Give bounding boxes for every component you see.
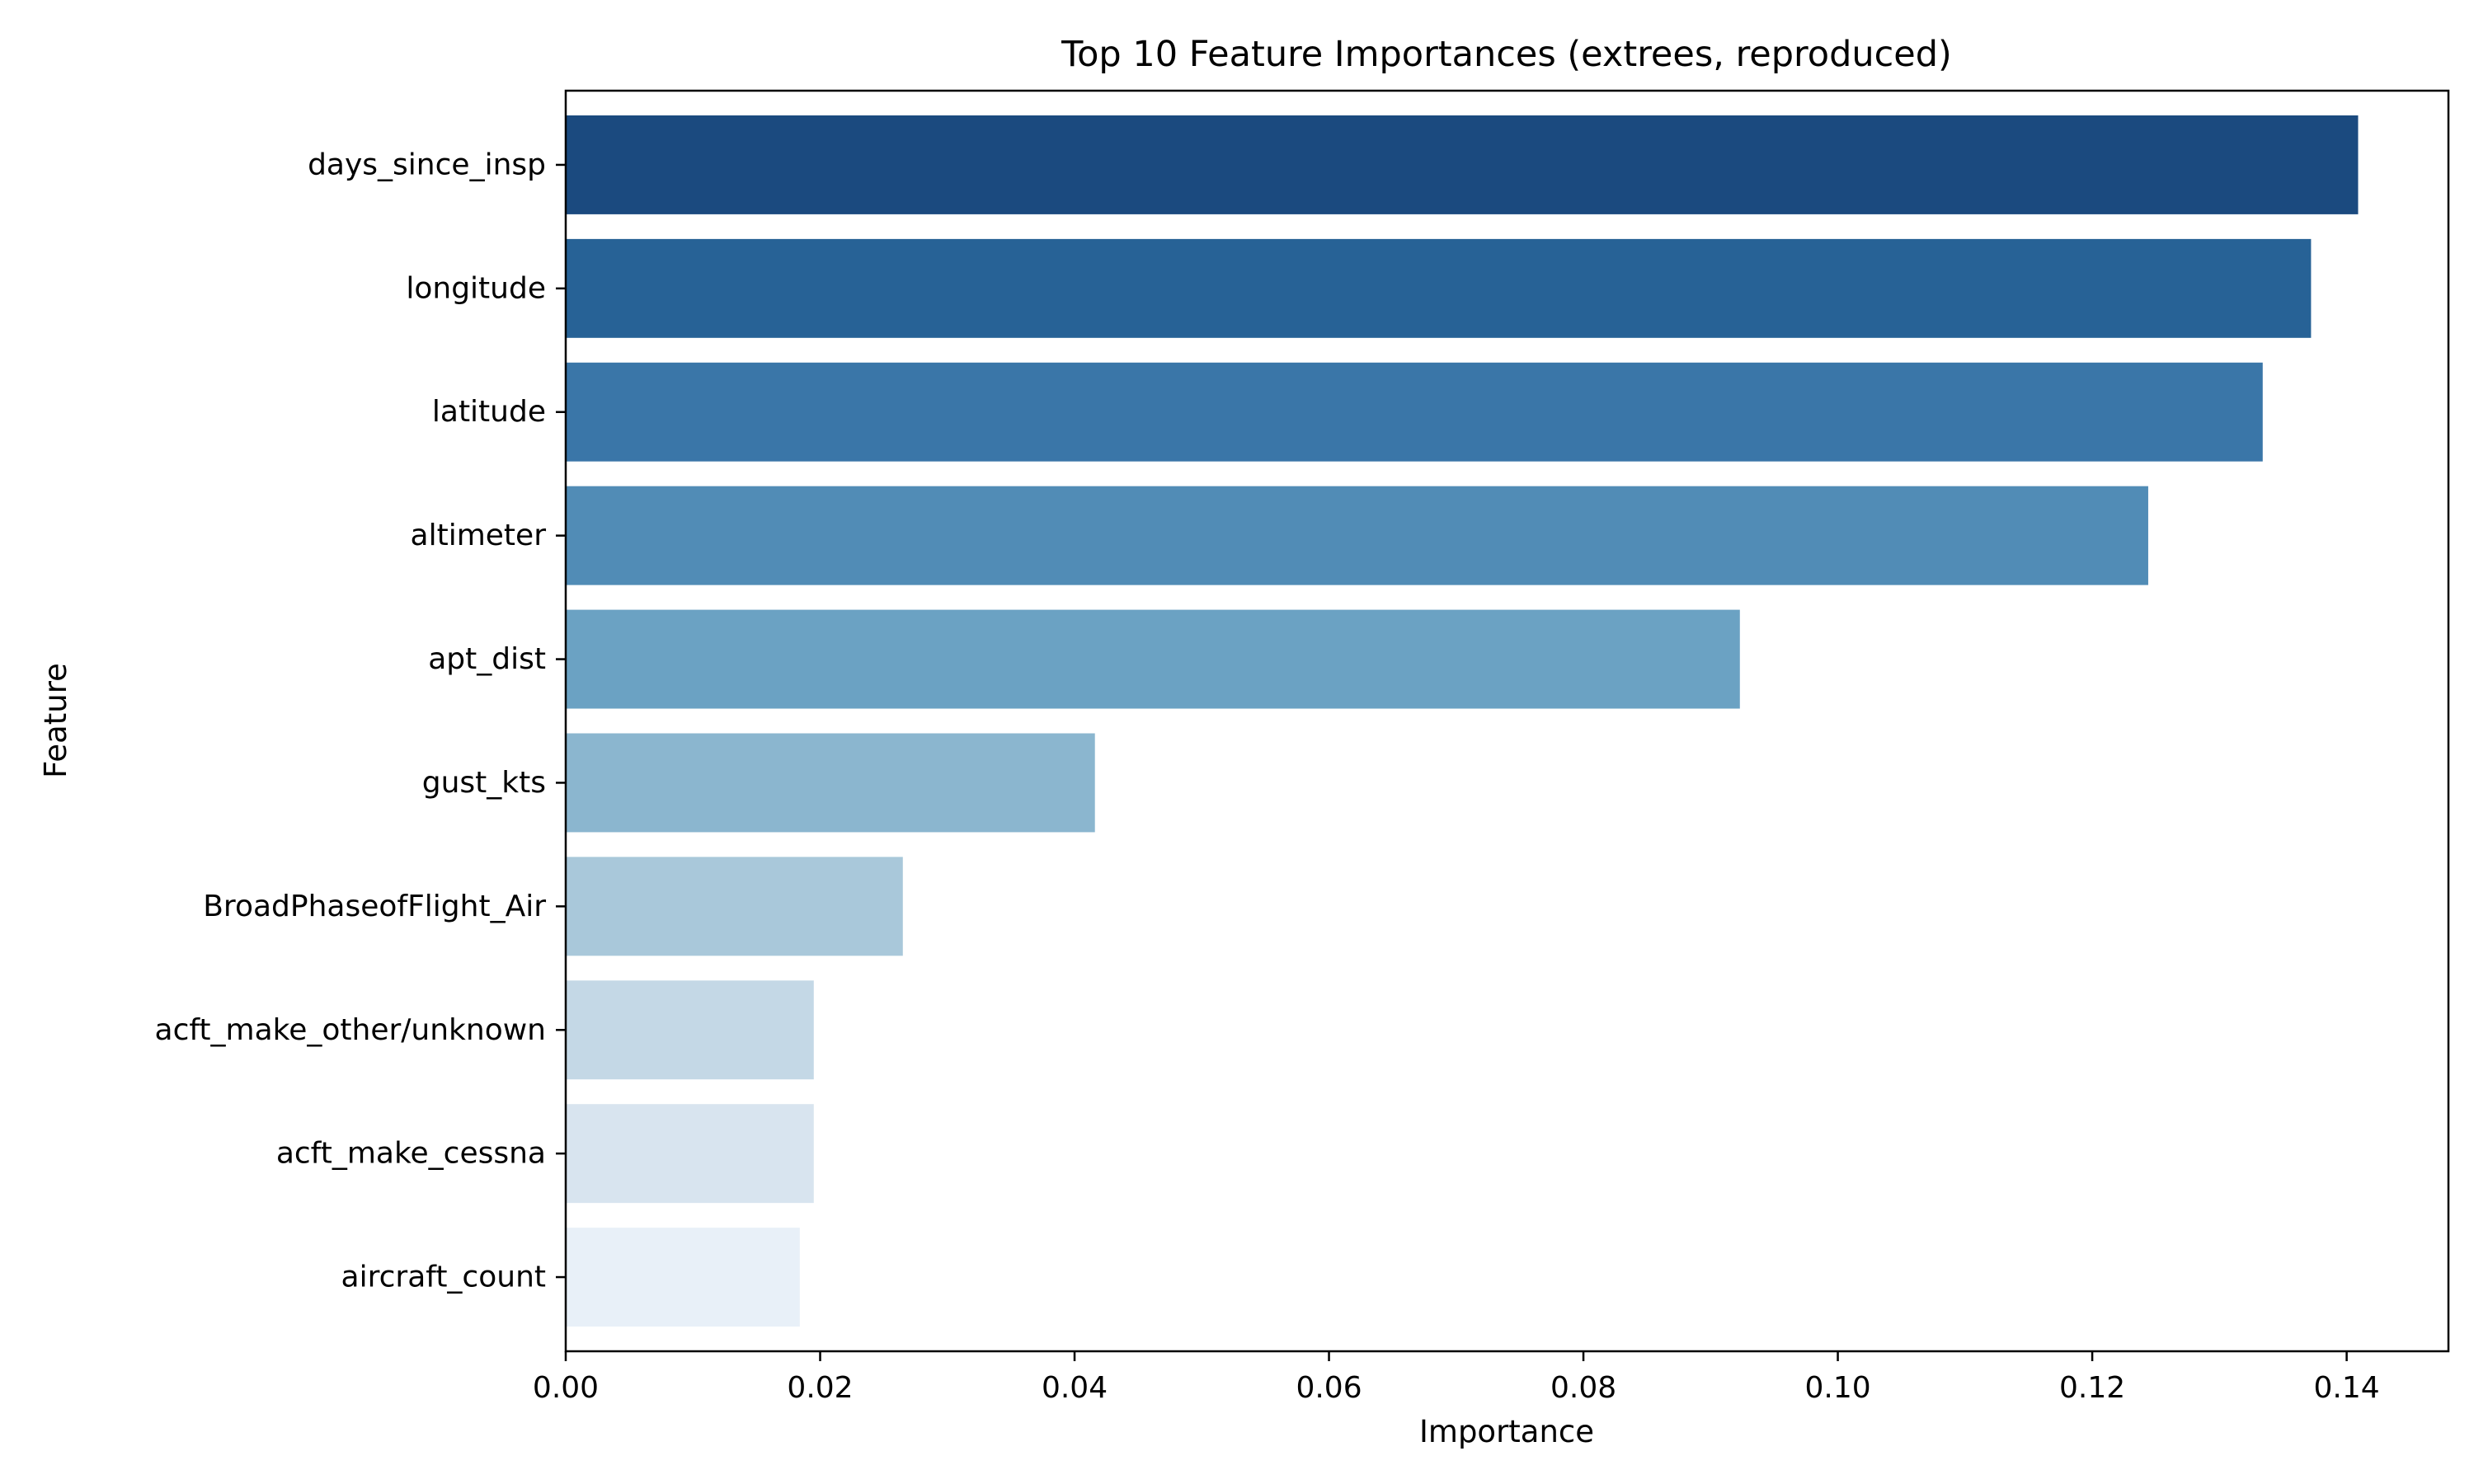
y-tick-label-8: acft_make_cessna bbox=[276, 1137, 546, 1171]
y-tick-label-1: longitude bbox=[406, 271, 546, 305]
bar-4 bbox=[566, 609, 1740, 709]
bar-2 bbox=[566, 362, 2263, 462]
x-tick-label-7: 0.14 bbox=[2314, 1371, 2380, 1405]
y-tick-label-6: BroadPhaseofFlight_Air bbox=[203, 890, 546, 923]
x-tick-label-1: 0.02 bbox=[787, 1371, 853, 1405]
bar-6 bbox=[566, 857, 903, 956]
x-tick-label-0: 0.00 bbox=[533, 1371, 599, 1405]
y-tick-label-5: gust_kts bbox=[422, 766, 546, 800]
x-tick-label-3: 0.06 bbox=[1296, 1371, 1362, 1405]
y-tick-label-2: latitude bbox=[432, 395, 546, 429]
y-tick-label-7: acft_make_other/unknown bbox=[155, 1013, 546, 1047]
bar-5 bbox=[566, 733, 1095, 833]
chart-title: Top 10 Feature Importances (extrees, rep… bbox=[1061, 34, 1952, 75]
y-tick-label-0: days_since_insp bbox=[308, 148, 546, 181]
y-tick-label-9: aircraft_count bbox=[341, 1261, 546, 1294]
y-axis-label: Feature bbox=[38, 663, 73, 778]
x-tick-label-2: 0.04 bbox=[1042, 1371, 1108, 1405]
x-tick-label-4: 0.08 bbox=[1550, 1371, 1616, 1405]
x-tick-label-6: 0.12 bbox=[2059, 1371, 2125, 1405]
bar-0 bbox=[566, 115, 2359, 214]
x-axis: 0.00 0.02 0.04 0.06 0.08 0.10 0.12 0.14 bbox=[533, 1351, 2380, 1405]
y-axis: days_since_insp longitude latitude altimete… bbox=[155, 148, 566, 1294]
bar-7 bbox=[566, 980, 814, 1080]
bar-8 bbox=[566, 1104, 814, 1204]
bars-group bbox=[566, 115, 2359, 1327]
bar-1 bbox=[566, 238, 2312, 338]
y-tick-label-4: apt_dist bbox=[428, 642, 546, 676]
bar-3 bbox=[566, 486, 2148, 585]
x-tick-label-5: 0.10 bbox=[1804, 1371, 1870, 1405]
plot-frame bbox=[564, 89, 2450, 1353]
y-tick-label-3: altimeter bbox=[411, 519, 547, 552]
x-axis-label: Importance bbox=[1419, 1414, 1594, 1449]
bar-9 bbox=[566, 1228, 800, 1327]
